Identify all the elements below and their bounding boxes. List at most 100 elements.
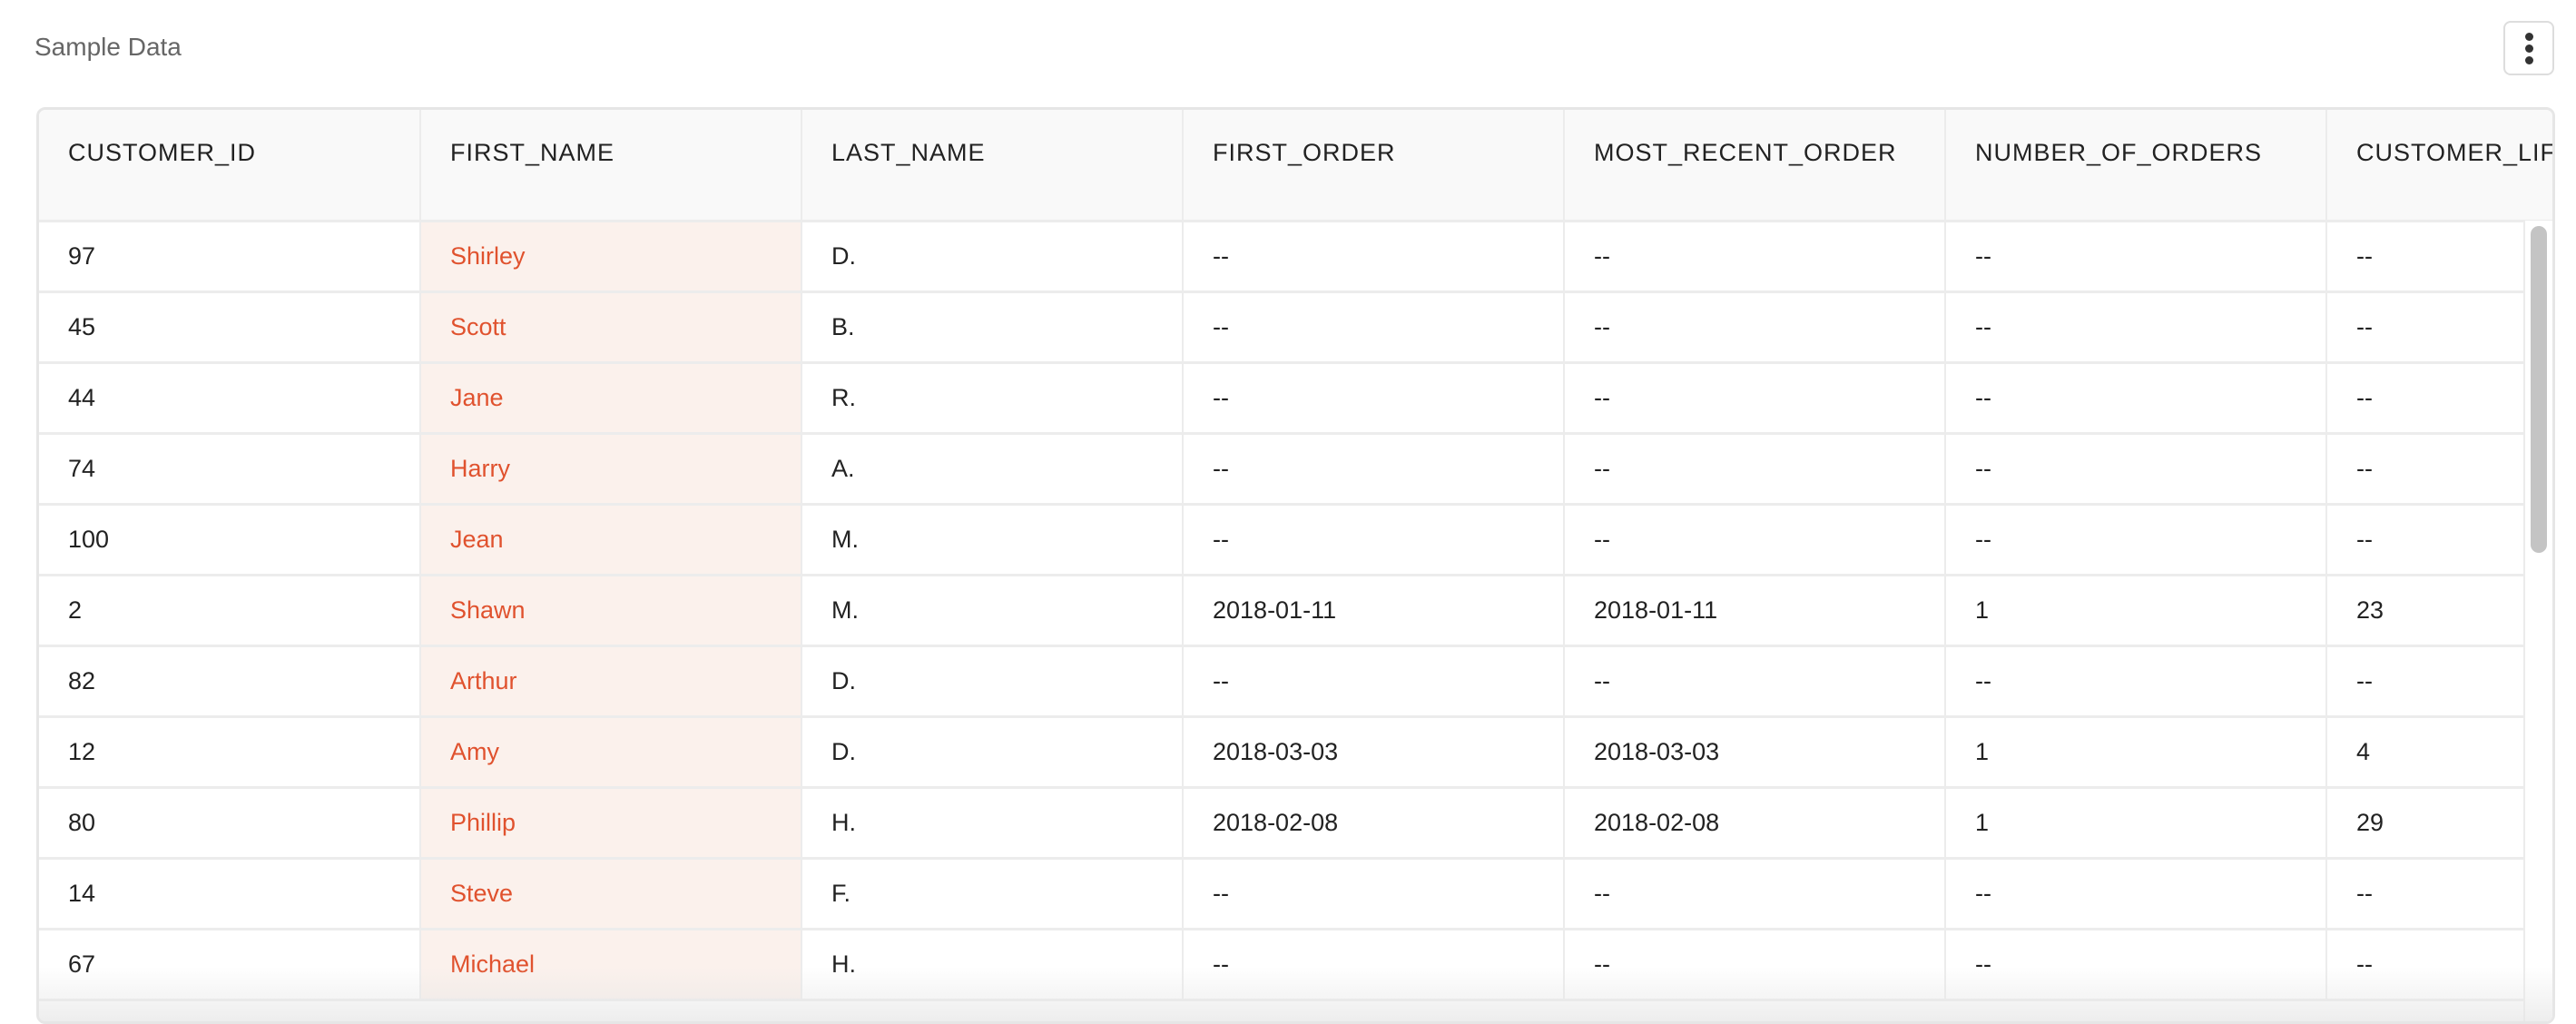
table-row[interactable]: 12 Amy D. 2018-03-03 2018-03-03 1 4 <box>39 716 2552 789</box>
cell-number-of-orders: -- <box>1945 504 2327 576</box>
cell-number-of-orders: 1 <box>1945 787 2327 860</box>
more-vertical-icon <box>2524 55 2533 64</box>
cell-first-order: -- <box>1183 221 1565 293</box>
cell-last-name: B. <box>801 291 1184 364</box>
cell-first-order: -- <box>1183 291 1565 364</box>
more-options-button[interactable] <box>2503 21 2554 75</box>
cell-number-of-orders: -- <box>1945 221 2327 293</box>
cell-last-name: H. <box>801 787 1184 860</box>
cell-last-name: F. <box>801 858 1184 930</box>
cell-most-recent-order: 2018-01-11 <box>1564 575 1946 647</box>
cell-customer-lifetime-value: -- <box>2326 221 2552 293</box>
cell-first-name: Phillip <box>420 787 802 860</box>
cell-most-recent-order: -- <box>1564 645 1946 718</box>
cell-first-name: Amy <box>420 716 802 789</box>
cell-customer-id: 97 <box>39 221 421 293</box>
cell-most-recent-order: 2018-03-03 <box>1564 716 1946 789</box>
table-row[interactable]: 44 Jane R. -- -- -- -- <box>39 362 2552 435</box>
cell-customer-id: 44 <box>39 362 421 435</box>
cell-customer-id: 14 <box>39 858 421 930</box>
cell-number-of-orders: 1 <box>1945 575 2327 647</box>
cell-customer-lifetime-value: -- <box>2326 645 2552 718</box>
cell-most-recent-order: -- <box>1564 504 1946 576</box>
column-header-first-name[interactable]: FIRST_NAME <box>420 110 802 222</box>
table-row[interactable]: 45 Scott B. -- -- -- -- <box>39 291 2552 364</box>
more-vertical-icon <box>2524 44 2533 53</box>
cell-last-name: D. <box>801 716 1184 789</box>
table-row[interactable]: 67 Michael H. -- -- -- -- <box>39 929 2552 1001</box>
cell-customer-lifetime-value: 29 <box>2326 787 2552 860</box>
cell-most-recent-order: -- <box>1564 433 1946 506</box>
table-row[interactable]: 14 Steve F. -- -- -- -- <box>39 858 2552 930</box>
cell-last-name: M. <box>801 575 1184 647</box>
cell-customer-lifetime-value: -- <box>2326 433 2552 506</box>
cell-first-name: Shirley <box>420 221 802 293</box>
cell-first-name: Shawn <box>420 575 802 647</box>
cell-customer-lifetime-value: 4 <box>2326 716 2552 789</box>
cell-first-order: -- <box>1183 929 1565 1001</box>
cell-first-order: -- <box>1183 645 1565 718</box>
cell-customer-lifetime-value: -- <box>2326 929 2552 1001</box>
table-row[interactable]: 80 Phillip H. 2018-02-08 2018-02-08 1 29 <box>39 787 2552 860</box>
cell-number-of-orders: -- <box>1945 433 2327 506</box>
cell-first-name: Scott <box>420 291 802 364</box>
cell-customer-id: 82 <box>39 645 421 718</box>
cell-customer-id: 100 <box>39 504 421 576</box>
data-table: CUSTOMER_ID FIRST_NAME LAST_NAME FIRST_ORDE… <box>36 107 2555 1024</box>
cell-first-name: Arthur <box>420 645 802 718</box>
cell-first-order: -- <box>1183 504 1565 576</box>
column-header-first-order[interactable]: FIRST_ORDER <box>1183 110 1565 222</box>
cell-customer-lifetime-value: -- <box>2326 504 2552 576</box>
cell-customer-id: 74 <box>39 433 421 506</box>
column-header-last-name[interactable]: LAST_NAME <box>801 110 1184 222</box>
cell-first-name: Jean <box>420 504 802 576</box>
cell-customer-lifetime-value: -- <box>2326 291 2552 364</box>
table-row[interactable]: 2 Shawn M. 2018-01-11 2018-01-11 1 23 <box>39 575 2552 647</box>
cell-first-name: Harry <box>420 433 802 506</box>
column-header-number-of-orders[interactable]: NUMBER_OF_ORDERS <box>1945 110 2327 222</box>
cell-customer-id: 80 <box>39 787 421 860</box>
cell-first-order: 2018-01-11 <box>1183 575 1565 647</box>
cell-customer-id: 12 <box>39 716 421 789</box>
cell-number-of-orders: -- <box>1945 291 2327 364</box>
table-row[interactable]: 82 Arthur D. -- -- -- -- <box>39 645 2552 718</box>
vertical-scrollbar[interactable] <box>2531 226 2547 553</box>
cell-first-name: Michael <box>420 929 802 1001</box>
table-row[interactable]: 97 Shirley D. -- -- -- -- <box>39 221 2552 293</box>
cell-most-recent-order: -- <box>1564 858 1946 930</box>
cell-first-order: -- <box>1183 433 1565 506</box>
cell-first-order: -- <box>1183 362 1565 435</box>
cell-last-name: A. <box>801 433 1184 506</box>
cell-customer-id: 67 <box>39 929 421 1001</box>
cell-customer-lifetime-value: -- <box>2326 858 2552 930</box>
table-row[interactable]: 74 Harry A. -- -- -- -- <box>39 433 2552 506</box>
cell-customer-lifetime-value: -- <box>2326 362 2552 435</box>
cell-most-recent-order: -- <box>1564 362 1946 435</box>
table-row[interactable]: 100 Jean M. -- -- -- -- <box>39 504 2552 576</box>
cell-last-name: D. <box>801 221 1184 293</box>
cell-last-name: M. <box>801 504 1184 576</box>
cell-number-of-orders: -- <box>1945 929 2327 1001</box>
column-header-customer-id[interactable]: CUSTOMER_ID <box>39 110 421 222</box>
page-title: Sample Data <box>34 33 182 61</box>
cell-number-of-orders: 1 <box>1945 716 2327 789</box>
cell-number-of-orders: -- <box>1945 858 2327 930</box>
cell-first-name: Jane <box>420 362 802 435</box>
cell-most-recent-order: -- <box>1564 929 1946 1001</box>
column-header-customer-lifetime-value[interactable]: CUSTOMER_LIFETE <box>2326 110 2552 222</box>
cell-most-recent-order: -- <box>1564 221 1946 293</box>
column-header-most-recent-order[interactable]: MOST_RECENT_ORDER <box>1564 110 1946 222</box>
cell-last-name: H. <box>801 929 1184 1001</box>
cell-most-recent-order: -- <box>1564 291 1946 364</box>
more-vertical-icon <box>2524 32 2533 41</box>
cell-first-order: 2018-03-03 <box>1183 716 1565 789</box>
cell-last-name: R. <box>801 362 1184 435</box>
table-header: CUSTOMER_ID FIRST_NAME LAST_NAME FIRST_ORDE… <box>39 110 2552 222</box>
cell-first-order: 2018-02-08 <box>1183 787 1565 860</box>
cell-first-name: Steve <box>420 858 802 930</box>
cell-customer-id: 2 <box>39 575 421 647</box>
cell-customer-id: 45 <box>39 291 421 364</box>
cell-first-order: -- <box>1183 858 1565 930</box>
cell-most-recent-order: 2018-02-08 <box>1564 787 1946 860</box>
cell-last-name: D. <box>801 645 1184 718</box>
